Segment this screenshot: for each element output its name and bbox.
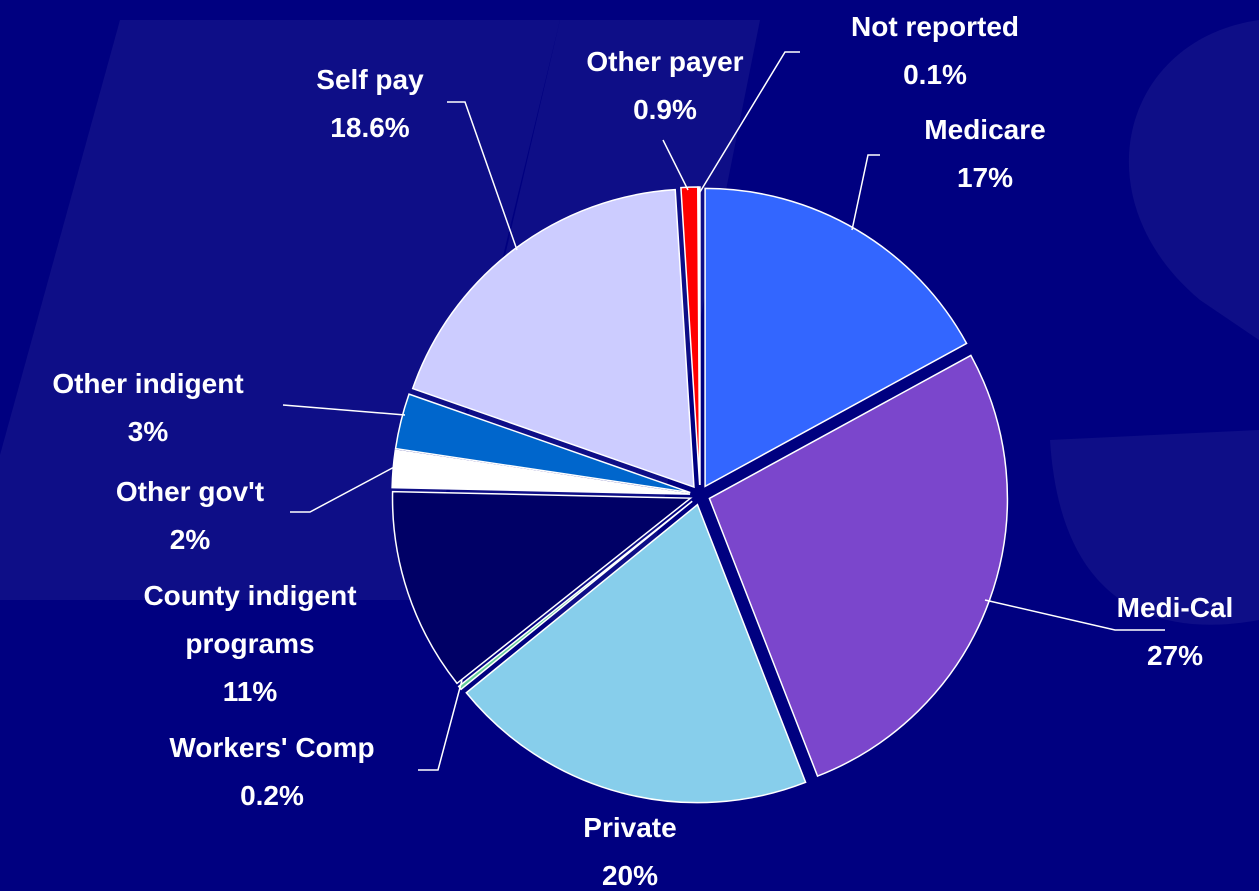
category-label: County indigent programs <box>143 580 357 659</box>
leader-line <box>282 404 406 416</box>
category-label: Workers' Comp <box>169 732 375 763</box>
leader-line <box>699 51 800 193</box>
watermark-shape <box>1128 20 1259 340</box>
category-label: Other indigent <box>52 368 244 399</box>
category-label: Private <box>583 812 677 843</box>
value-label: 17% <box>956 162 1014 193</box>
leader-line <box>290 464 399 513</box>
value-label: 11% <box>222 676 278 707</box>
pie-slice <box>704 187 968 488</box>
pie-slice <box>391 490 693 685</box>
category-label: Medi-Cal <box>1116 592 1234 623</box>
pie-slice <box>394 393 691 494</box>
category-label: Other gov't <box>115 476 265 507</box>
pie-slice <box>391 449 691 495</box>
leader-line <box>662 139 689 191</box>
pie-slice <box>411 188 695 489</box>
value-label: 0.1% <box>903 59 967 90</box>
slice-label: Medicare 17% <box>855 106 1115 202</box>
leader-line <box>447 101 518 251</box>
value-label: 27% <box>1146 640 1204 671</box>
slice-label: Workers' Comp 0.2% <box>112 724 432 820</box>
leader-line <box>984 599 1165 631</box>
slice-label: Self pay 18.6% <box>270 56 470 152</box>
value-label: 0.2% <box>240 780 304 811</box>
value-label: 18.6% <box>330 112 410 143</box>
value-label: 0.9% <box>633 94 697 125</box>
slice-label: Private 20% <box>530 804 730 891</box>
slice-label: Other payer 0.9% <box>545 38 785 134</box>
category-label: Medicare <box>924 114 1046 145</box>
category-label: Not reported <box>851 11 1019 42</box>
value-label: 3% <box>127 416 169 447</box>
value-label: 2% <box>169 524 211 555</box>
leader-line <box>418 679 463 771</box>
pie-slice <box>465 503 807 804</box>
slice-label: Other gov't 2% <box>70 468 310 564</box>
value-label: 20% <box>601 860 659 891</box>
slice-label: Not reported 0.1% <box>805 3 1065 99</box>
category-label: Other payer <box>586 46 744 77</box>
leader-line <box>851 154 880 231</box>
pie-slice <box>697 186 701 486</box>
slice-label: Medi-Cal 27% <box>1075 584 1259 680</box>
category-label: Self pay <box>316 64 424 95</box>
slice-label: Other indigent 3% <box>3 360 293 456</box>
slice-label: County indigent programs 11% <box>95 572 405 716</box>
watermark-shape <box>1050 430 1259 625</box>
